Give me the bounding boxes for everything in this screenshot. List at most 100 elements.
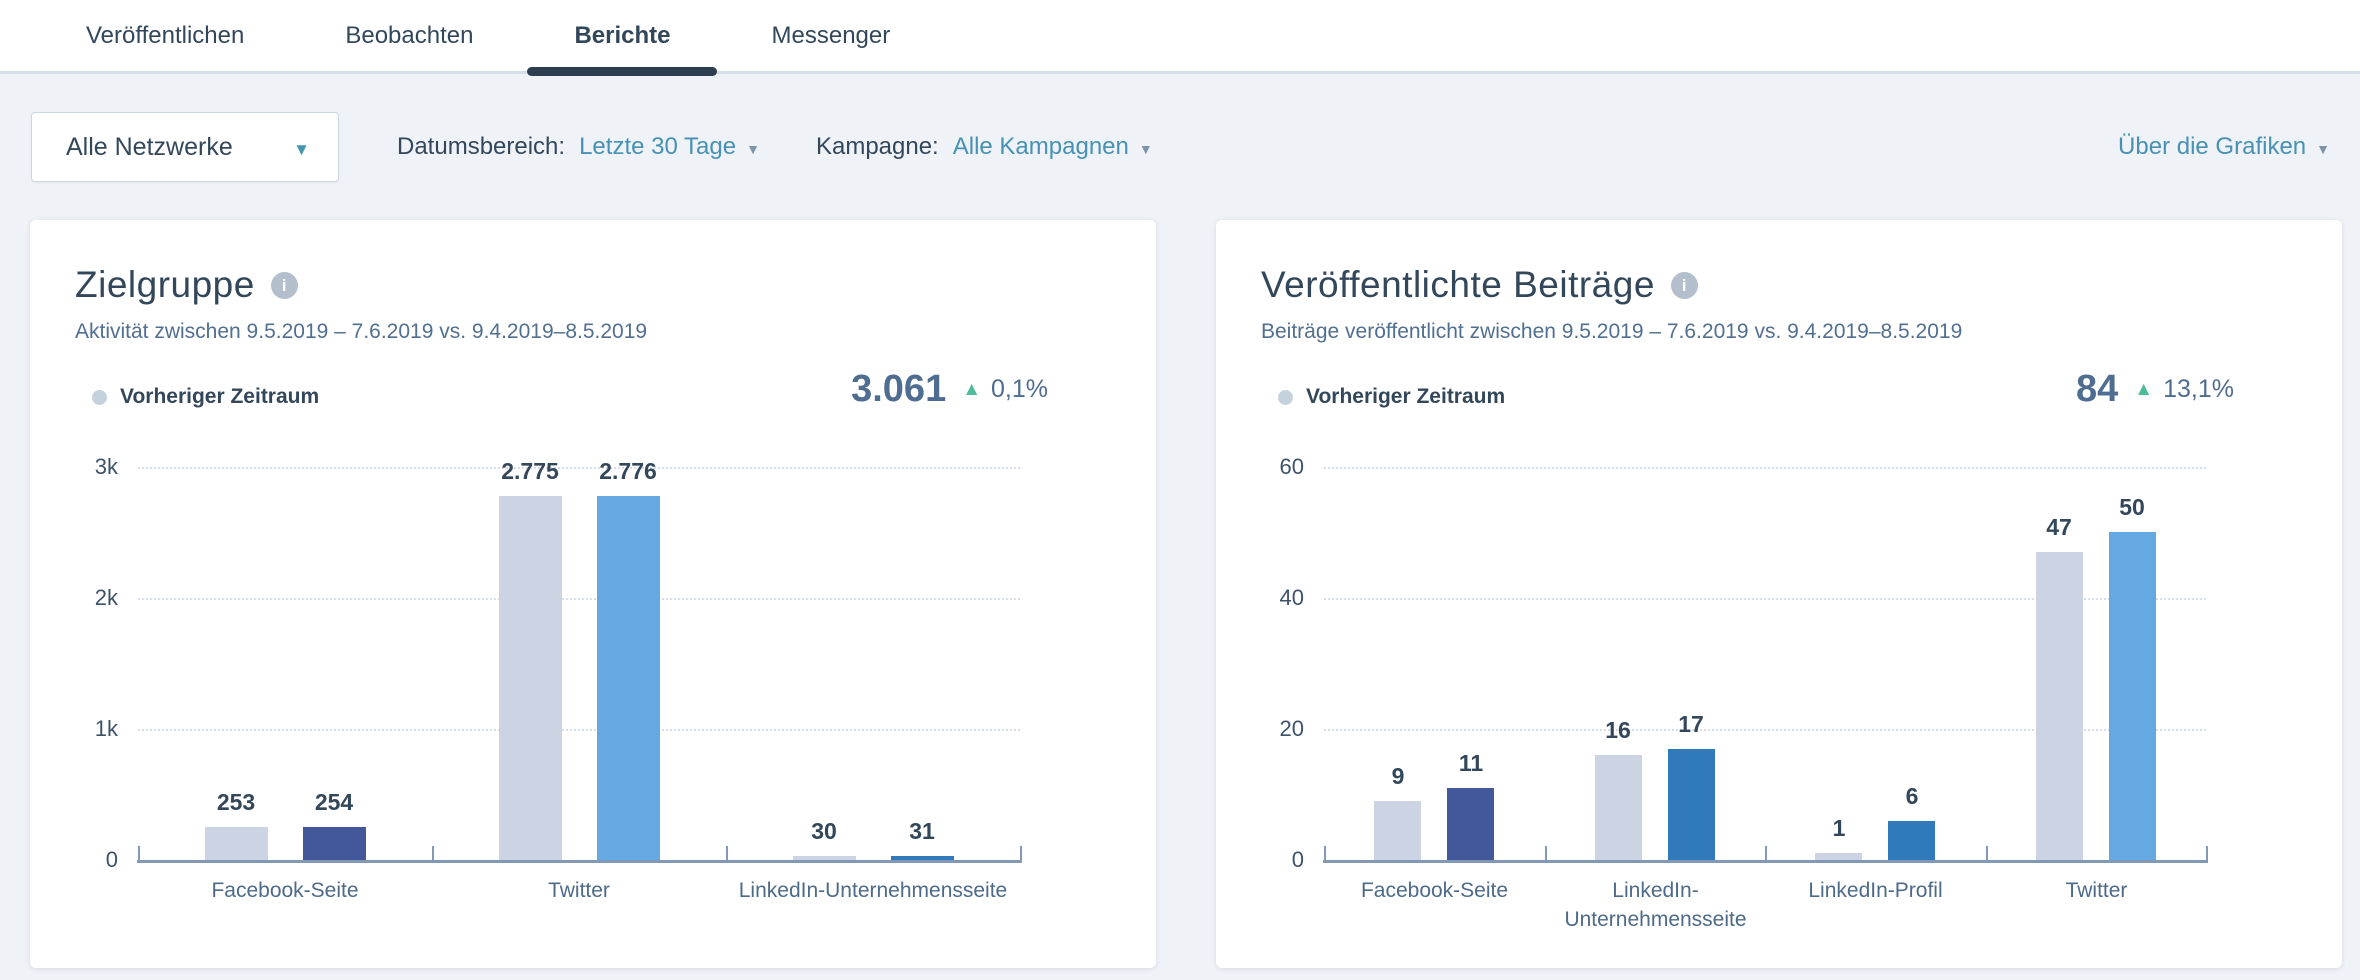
filter-bar: Alle Netzwerke Datumsbereich: Letzte 30 … xyxy=(0,74,2360,220)
x-axis-label: LinkedIn-Profil xyxy=(1808,879,1943,902)
bar-value-label: 31 xyxy=(909,818,935,844)
chevron-down-icon xyxy=(293,133,310,162)
campaign-value: Alle Kampagnen xyxy=(952,133,1129,160)
audience-bar-chart: 0 1k 2k 3k 253 254 Facebook-Seite 2.775 2.776 Twi… xyxy=(30,450,1156,960)
total-summary: 84 ▲ 13,1% xyxy=(2076,368,2234,411)
bar-current-period[interactable] xyxy=(1447,788,1494,860)
bar-value-label: 254 xyxy=(314,789,354,815)
delta-up-icon: ▲ xyxy=(962,378,982,400)
legend-label: Vorheriger Zeitraum xyxy=(120,385,320,408)
bar-previous-period[interactable] xyxy=(2036,552,2083,860)
delta-value: 0,1% xyxy=(991,375,1048,403)
legend-dot-icon xyxy=(1278,389,1293,405)
tab-label: Veröffentlichen xyxy=(86,21,245,49)
x-axis-tick xyxy=(1020,846,1022,860)
y-axis-label: 1k xyxy=(94,716,118,741)
x-axis-tick xyxy=(1986,846,1988,860)
published-posts-card: Veröffentlichte Beiträge i Beiträge verö… xyxy=(1216,220,2342,968)
bar-value-label: 2.776 xyxy=(599,458,657,484)
bar-current-period[interactable] xyxy=(891,856,954,860)
tab-messenger[interactable]: Messenger xyxy=(772,0,891,73)
bar-value-label: 11 xyxy=(1458,750,1484,776)
bar-value-label: 50 xyxy=(2119,494,2145,520)
x-axis-tick xyxy=(432,846,434,860)
chevron-down-icon xyxy=(1129,133,1153,161)
y-axis-label: 0 xyxy=(105,847,118,872)
date-range-dropdown[interactable]: Letzte 30 Tage xyxy=(579,133,760,161)
bar-value-label: 16 xyxy=(1605,717,1631,743)
y-axis-label: 20 xyxy=(1279,716,1304,741)
campaign-label: Kampagne: xyxy=(815,133,939,160)
card-title-text: Veröffentlichte Beiträge xyxy=(1261,264,1655,305)
date-range-label: Datumsbereich: xyxy=(397,133,566,160)
info-icon[interactable]: i xyxy=(1670,271,1698,299)
y-axis-label: 40 xyxy=(1279,585,1304,610)
card-title: Veröffentlichte Beiträge i xyxy=(1261,264,1698,306)
bar-current-period[interactable] xyxy=(597,496,660,860)
gridline xyxy=(1324,729,2206,731)
x-axis-label: LinkedIn-Unternehmensseite xyxy=(738,879,1008,902)
bar-previous-period[interactable] xyxy=(793,856,856,860)
bar-previous-period[interactable] xyxy=(1595,755,1642,860)
tab-berichte[interactable]: Berichte xyxy=(527,0,718,76)
about-charts-dropdown[interactable]: Über die Grafiken xyxy=(2118,133,2330,161)
tab-veroeffentlichen[interactable]: Veröffentlichen xyxy=(86,0,244,73)
audience-card: Zielgruppe i Aktivität zwischen 9.5.2019… xyxy=(30,220,1156,968)
report-cards: Zielgruppe i Aktivität zwischen 9.5.2019… xyxy=(30,220,2342,968)
x-axis-tick xyxy=(138,846,140,860)
bar-previous-period[interactable] xyxy=(205,827,268,860)
bar-value-label: 6 xyxy=(1905,783,1919,809)
total-value: 84 xyxy=(2076,368,2119,410)
bar-current-period[interactable] xyxy=(2109,532,2156,860)
bar-value-label: 2.775 xyxy=(501,458,559,484)
x-axis-line xyxy=(137,860,1022,863)
info-icon[interactable]: i xyxy=(270,271,298,299)
bar-value-label: 1 xyxy=(1832,815,1846,841)
y-axis-label: 0 xyxy=(1291,847,1304,872)
card-subtitle: Beiträge veröffentlicht zwischen 9.5.201… xyxy=(1261,320,1963,343)
network-select[interactable]: Alle Netzwerke xyxy=(31,112,339,182)
active-tab-indicator xyxy=(527,66,718,76)
network-select-value: Alle Netzwerke xyxy=(66,132,233,161)
bar-value-label: 253 xyxy=(216,789,256,815)
card-title-text: Zielgruppe xyxy=(75,264,255,305)
y-axis-label: 3k xyxy=(94,454,118,479)
legend-dot-icon xyxy=(92,389,107,405)
y-axis-label: 60 xyxy=(1279,454,1304,479)
gridline xyxy=(138,598,1020,600)
campaign-dropdown[interactable]: Alle Kampagnen xyxy=(953,133,1153,161)
delta-value: 13,1% xyxy=(2163,375,2234,403)
bar-value-label: 17 xyxy=(1678,711,1704,737)
gridline xyxy=(138,729,1020,731)
chart-legend: Vorheriger Zeitraum xyxy=(92,385,319,409)
bar-value-label: 47 xyxy=(2046,514,2072,540)
y-axis-label: 2k xyxy=(94,585,118,610)
gridline xyxy=(138,467,1020,469)
tab-label: Berichte xyxy=(574,21,671,49)
bar-previous-period[interactable] xyxy=(499,496,562,860)
x-axis-tick xyxy=(1324,846,1326,860)
bar-value-label: 30 xyxy=(811,818,837,844)
total-summary: 3.061 ▲ 0,1% xyxy=(851,368,1048,411)
bar-current-period[interactable] xyxy=(303,827,366,860)
gridline xyxy=(1324,467,2206,469)
tab-beobachten[interactable]: Beobachten xyxy=(345,0,473,73)
bar-current-period[interactable] xyxy=(1668,749,1715,860)
x-axis-line xyxy=(1323,860,2208,863)
x-axis-label: Twitter xyxy=(2065,879,2128,902)
about-charts-label: Über die Grafiken xyxy=(2118,133,2307,160)
delta-up-icon: ▲ xyxy=(2134,378,2154,400)
x-axis-tick xyxy=(1545,846,1547,860)
total-value: 3.061 xyxy=(851,368,947,410)
bar-previous-period[interactable] xyxy=(1815,853,1862,860)
card-title: Zielgruppe i xyxy=(75,264,298,306)
bar-previous-period[interactable] xyxy=(1374,801,1421,860)
chart-legend: Vorheriger Zeitraum xyxy=(1278,385,1505,409)
x-axis-label: Facebook-Seite xyxy=(211,879,359,902)
x-axis-label: Twitter xyxy=(548,879,610,902)
bar-value-label: 9 xyxy=(1391,763,1405,789)
tab-label: Messenger xyxy=(771,21,891,49)
date-range-value: Letzte 30 Tage xyxy=(579,133,737,160)
bar-current-period[interactable] xyxy=(1888,821,1935,860)
